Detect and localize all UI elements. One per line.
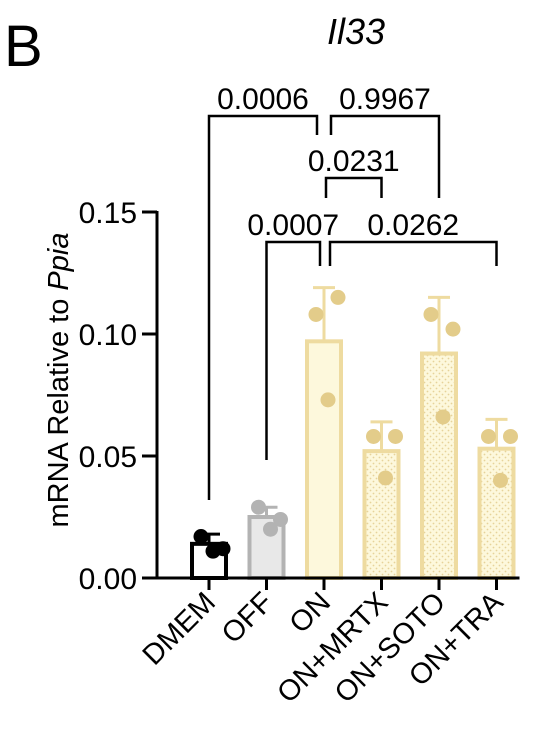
data-point [251, 499, 266, 515]
significance-bracket [324, 176, 383, 198]
data-points-layer [193, 289, 518, 559]
panel-label: B [4, 14, 43, 79]
significance-bracket [329, 114, 441, 198]
data-point [308, 306, 324, 322]
p-value-label: 0.0231 [308, 145, 400, 178]
data-point [273, 511, 288, 527]
data-point [435, 409, 451, 425]
significance-bracket [328, 240, 498, 266]
bar [362, 449, 401, 580]
data-point [263, 521, 278, 537]
y-axis-label-prefix: mRNA Relative to [43, 291, 75, 528]
data-point [388, 428, 403, 444]
y-tick-label: 0.10 [79, 319, 137, 352]
data-point [503, 428, 518, 444]
data-point [205, 543, 221, 559]
data-point [366, 428, 381, 444]
p-value-label: 0.0006 [217, 83, 309, 116]
data-point [320, 392, 336, 408]
significance-bracket [265, 240, 322, 460]
significance-brackets-layer: 0.0006 0.9967 0.0231 0.0007 0.0262 [207, 83, 498, 500]
p-value-label: 0.0007 [247, 209, 339, 242]
y-axis-label-gene: Ppia [43, 233, 75, 291]
y-tick-label: 0.00 [79, 563, 137, 596]
x-tick-label: OFF [216, 586, 280, 650]
bar [477, 446, 516, 580]
y-axis-label: mRNA Relative to Ppia [43, 233, 75, 528]
bar [420, 351, 458, 580]
significance-bracket [207, 114, 319, 500]
chart-title: Il33 [327, 11, 385, 52]
p-value-label: 0.9967 [339, 83, 431, 116]
p-value-label: 0.0262 [367, 209, 459, 242]
bars-layer [190, 339, 516, 581]
data-point [193, 529, 209, 545]
data-point [481, 428, 496, 444]
x-tick-label: DMEM [137, 586, 222, 671]
axes-layer: 0.00 0.05 0.10 0.15 [79, 197, 520, 596]
data-point [445, 321, 461, 337]
data-point [378, 470, 393, 486]
y-tick-label: 0.15 [79, 197, 137, 230]
data-point [493, 472, 508, 488]
data-point [330, 289, 346, 305]
error-bars-layer [198, 286, 508, 544]
bar [305, 339, 343, 580]
y-tick-label: 0.05 [79, 441, 137, 474]
data-point [423, 306, 439, 322]
